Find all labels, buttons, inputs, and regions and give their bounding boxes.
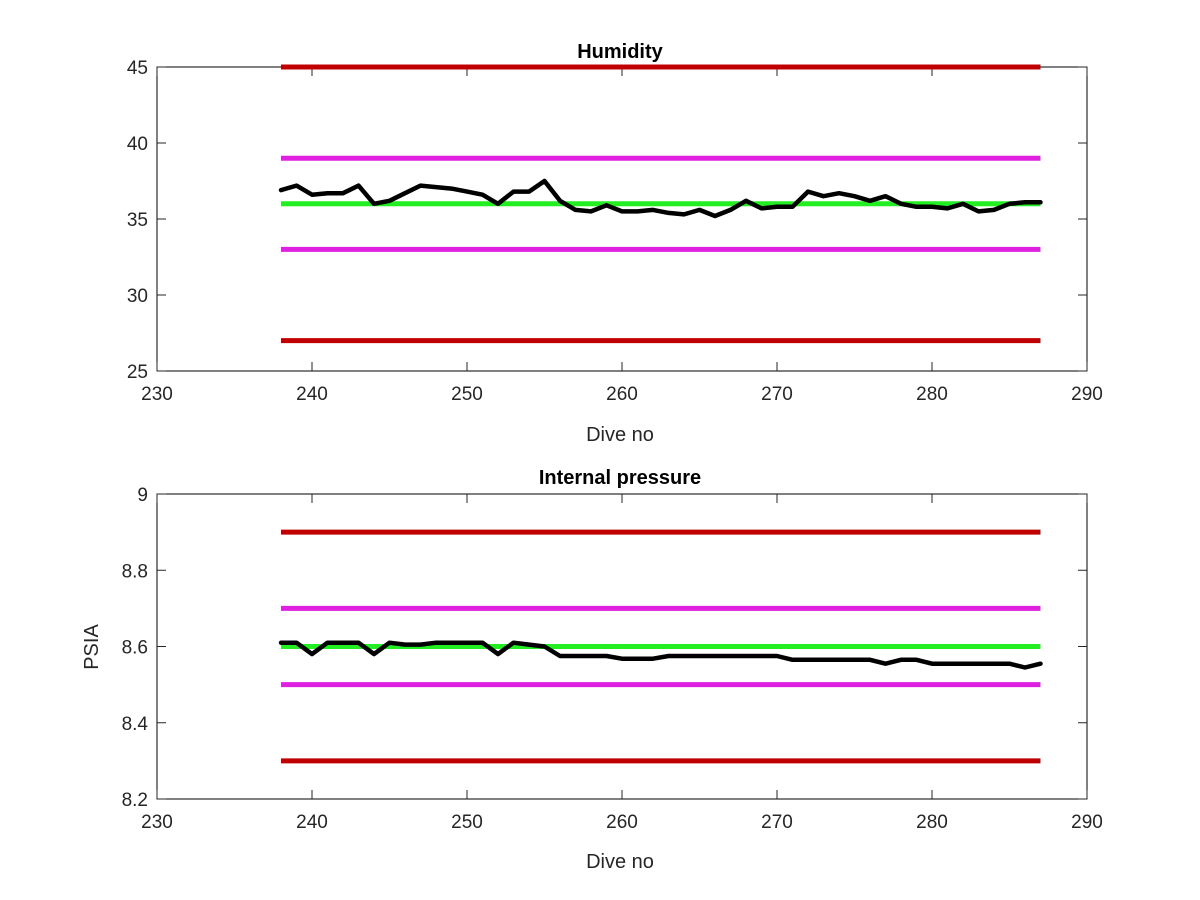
chart-title: Internal pressure xyxy=(539,467,701,489)
x-tick-label: 290 xyxy=(1071,384,1103,405)
internal-pressure-chart: Internal pressure Dive no PSIA 230 240 250… xyxy=(81,467,1103,873)
y-tick-label: 35 xyxy=(127,210,148,231)
y-tick-label: 30 xyxy=(127,286,148,307)
x-tick-label: 290 xyxy=(1071,812,1103,833)
chart-title: Humidity xyxy=(577,41,663,63)
y-tick-label: 8.8 xyxy=(122,561,148,582)
x-tick-label: 260 xyxy=(606,812,638,833)
x-tick-label: 230 xyxy=(141,384,173,405)
y-tick-label: 9 xyxy=(137,485,148,506)
x-tick-label: 230 xyxy=(141,812,173,833)
x-axis-label: Dive no xyxy=(586,424,654,446)
x-tick-label: 270 xyxy=(761,812,793,833)
x-tick-label: 240 xyxy=(296,812,328,833)
x-tick-label: 260 xyxy=(606,384,638,405)
x-tick-label: 250 xyxy=(451,384,483,405)
x-tick-label: 240 xyxy=(296,384,328,405)
y-tick-label: 45 xyxy=(127,58,148,79)
y-tick-label: 40 xyxy=(127,134,148,155)
measured-series-line xyxy=(278,640,1043,670)
y-tick-label: 8.4 xyxy=(122,714,149,735)
y-tick-label: 25 xyxy=(127,362,148,383)
x-tick-label: 250 xyxy=(451,812,483,833)
x-tick-label: 270 xyxy=(761,384,793,405)
y-axis-label: PSIA xyxy=(81,624,103,670)
x-tick-label: 280 xyxy=(916,384,948,405)
x-tick-label: 280 xyxy=(916,812,948,833)
humidity-chart: Humidity Dive no 230 240 250 260 270 280 290 25… xyxy=(127,41,1103,446)
y-tick-label: 8.6 xyxy=(122,638,148,659)
x-axis-label: Dive no xyxy=(586,851,654,873)
measured-series-line xyxy=(278,178,1043,219)
y-tick-label: 8.2 xyxy=(122,790,148,811)
